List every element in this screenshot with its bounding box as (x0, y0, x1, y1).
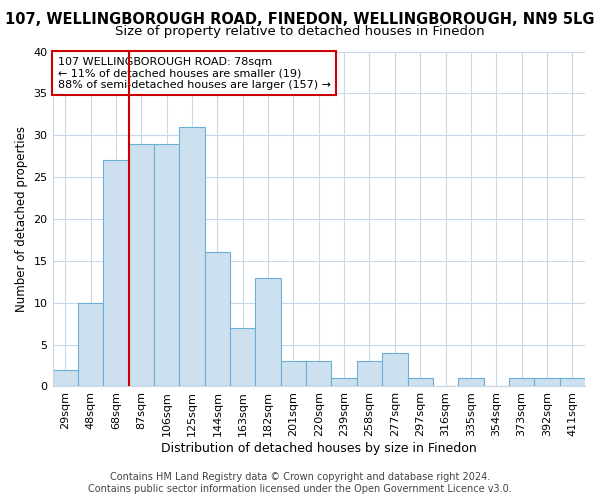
Bar (230, 328, 256, 386)
X-axis label: Distribution of detached houses by size in Finedon: Distribution of detached houses by size … (161, 442, 476, 455)
Text: Size of property relative to detached houses in Finedon: Size of property relative to detached ho… (115, 25, 485, 38)
Bar (154, 144, 179, 386)
Bar (382, 353, 407, 386)
Bar (256, 278, 281, 386)
Bar (560, 378, 585, 386)
Bar (458, 378, 484, 386)
Text: 107, WELLINGBOROUGH ROAD, FINEDON, WELLINGBOROUGH, NN9 5LG: 107, WELLINGBOROUGH ROAD, FINEDON, WELLI… (5, 12, 595, 28)
Bar (103, 160, 128, 386)
Bar (78, 302, 103, 386)
Bar (509, 378, 534, 386)
Text: Contains HM Land Registry data © Crown copyright and database right 2024.
Contai: Contains HM Land Registry data © Crown c… (88, 472, 512, 494)
Bar (331, 378, 357, 386)
Bar (306, 362, 331, 386)
Text: 107 WELLINGBOROUGH ROAD: 78sqm
← 11% of detached houses are smaller (19)
88% of : 107 WELLINGBOROUGH ROAD: 78sqm ← 11% of … (58, 56, 331, 90)
Bar (407, 378, 433, 386)
Y-axis label: Number of detached properties: Number of detached properties (15, 126, 28, 312)
Bar (357, 362, 382, 386)
Bar (205, 252, 230, 386)
Bar (128, 144, 154, 386)
Bar (53, 370, 78, 386)
Bar (534, 378, 560, 386)
Bar (179, 127, 205, 386)
Bar (281, 362, 306, 386)
